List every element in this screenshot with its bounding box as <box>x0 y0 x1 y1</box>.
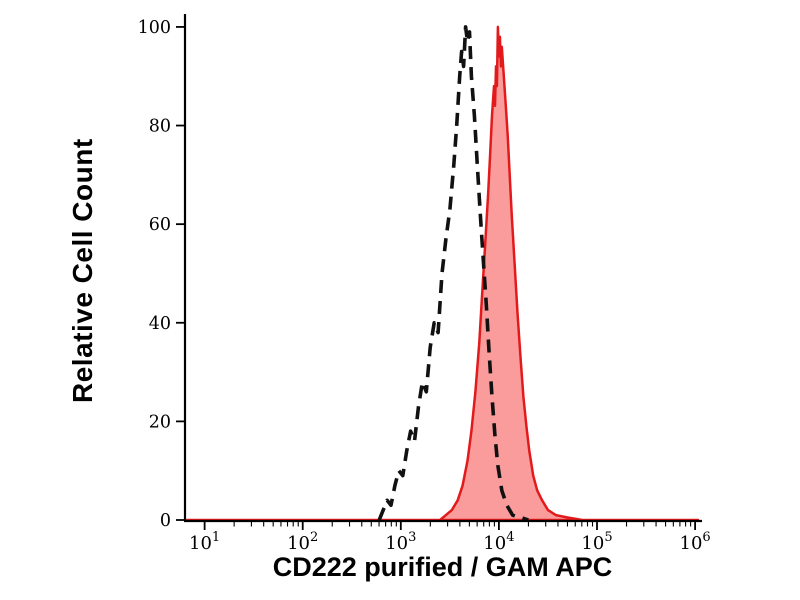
dashed-control-histogram <box>377 25 529 522</box>
y-tick-label: 60 <box>149 215 171 235</box>
y-tick-label: 40 <box>149 314 171 334</box>
x-tick-label: 103 <box>385 530 416 554</box>
y-tick-label: 100 <box>138 18 171 38</box>
red-filled-histogram <box>185 25 700 522</box>
x-axis-title: CD222 purified / GAM APC <box>272 552 613 582</box>
x-tick-label: 105 <box>581 530 612 554</box>
y-tick-label: 20 <box>149 412 171 432</box>
x-tick-label: 101 <box>189 530 220 554</box>
y-tick-label: 80 <box>149 117 171 137</box>
x-tick-label: 106 <box>680 530 711 554</box>
x-tick-label: 102 <box>287 530 318 554</box>
y-tick-label: 0 <box>160 511 171 531</box>
x-tick-label: 104 <box>483 530 514 554</box>
